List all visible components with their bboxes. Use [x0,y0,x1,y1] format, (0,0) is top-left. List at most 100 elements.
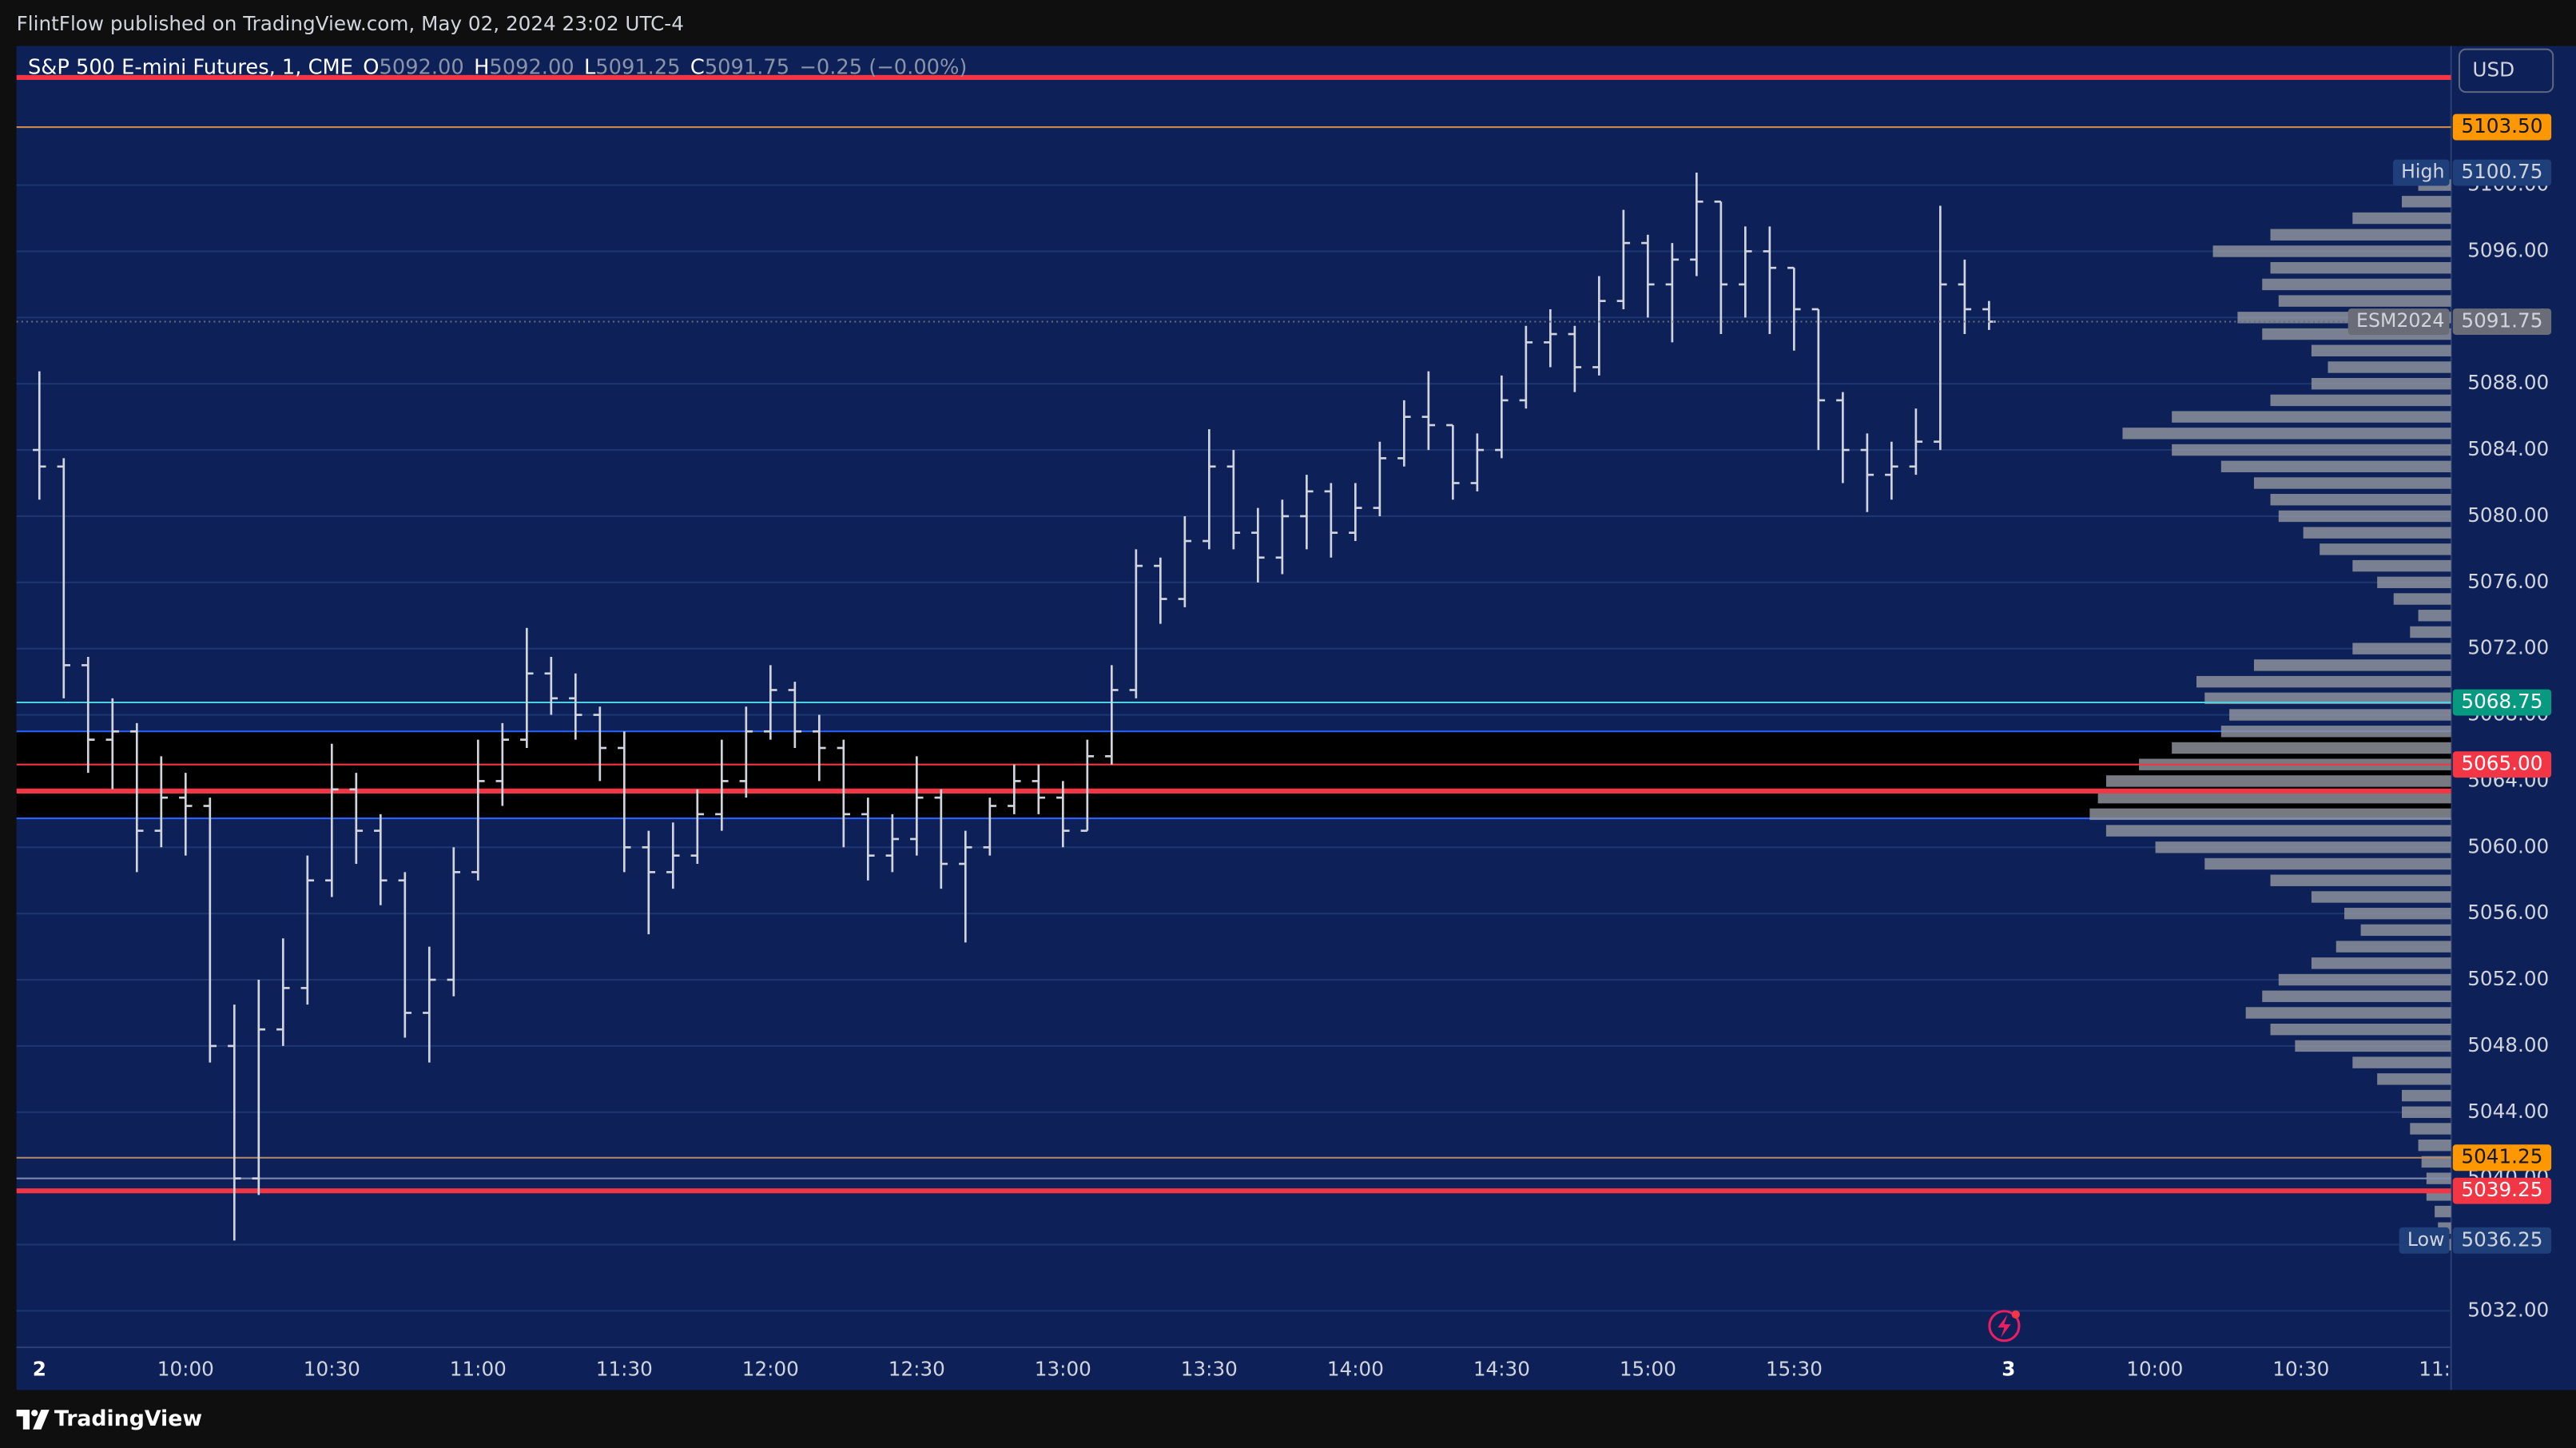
volume-profile-bar [2335,941,2451,953]
volume-profile-bar [2204,692,2451,705]
volume-profile-bar [2393,593,2451,605]
volume-profile-bar [2410,626,2451,638]
publisher: FlintFlow published on TradingView.com, … [17,12,684,35]
volume-profile-bar [2270,229,2451,241]
y-tick-label: 5056.00 [2467,901,2549,924]
volume-profile-bar [2311,891,2451,903]
y-tick-label: 5076.00 [2467,570,2549,593]
x-tick-label: 10:30 [2272,1358,2329,1381]
x-tick-label: 10:00 [2126,1358,2183,1381]
level-label: 5068.75 [2461,690,2542,713]
legend-key: O [363,55,379,79]
volume-profile-bar [2344,907,2451,920]
y-tick-label: 5080.00 [2467,503,2549,527]
y-tick-label: 5072.00 [2467,636,2549,659]
legend-value: 5092.00 [489,55,574,79]
legend-key: L [584,55,596,79]
x-tick-label: 14:30 [1473,1358,1530,1381]
volume-profile-bar [2402,196,2451,208]
y-tick-label: 5060.00 [2467,834,2549,857]
volume-profile-bar [2352,212,2451,225]
level-label: 5065.00 [2461,752,2542,775]
y-tick-label: 5032.00 [2467,1298,2549,1321]
volume-profile-bar [2270,874,2451,886]
zone [16,731,2451,819]
x-tick-label: 11:30 [596,1358,653,1381]
volume-profile-bar [2311,378,2451,390]
volume-profile-bar [2155,841,2451,853]
volume-profile-bar [2097,791,2451,804]
volume-profile-bar [2172,742,2451,754]
volume-profile-bar [2270,1023,2451,1036]
volume-profile-bar [2089,808,2451,821]
x-tick-label: 15:30 [1766,1358,1823,1381]
marker-name-badge [2347,308,2450,335]
y-tick-label: 5044.00 [2467,1100,2549,1123]
volume-profile-bar [2418,610,2451,622]
x-tick-label: 14:00 [1327,1358,1384,1381]
legend-change: −0.25 (−0.00%) [799,55,967,79]
volume-profile-bar [2352,1056,2451,1068]
volume-profile-bar [2352,559,2451,572]
marker-label: 5100.75 [2461,160,2542,183]
currency[interactable]: USD [2472,58,2514,81]
volume-profile-bar [2418,1140,2451,1152]
volume-profile-bar [2328,361,2451,373]
x-tick-label: 15:00 [1620,1358,1676,1381]
level-label: 5039.25 [2461,1178,2542,1201]
volume-profile-bar [2435,1205,2451,1218]
marker-name: High [2401,161,2444,183]
y-tick-label: 5096.00 [2467,238,2549,261]
volume-profile-bar [2360,924,2451,937]
volume-profile-bar [2105,825,2451,837]
volume-profile-bar [2278,295,2451,307]
x-tick-label: 11:00 [2419,1358,2475,1381]
y-tick-label: 5052.00 [2467,967,2549,990]
level-badge [2452,689,2552,716]
volume-profile-bar [2270,494,2451,506]
volume-profile-bar [2220,460,2451,472]
volume-profile-bar [2295,1040,2451,1052]
volume-profile-bar [2410,1123,2451,1135]
brand-logo [16,1410,50,1430]
x-tick-label: 13:00 [1035,1358,1091,1381]
volume-profile-bar [2278,973,2451,986]
level-label: 5103.50 [2461,114,2542,137]
alert-icon[interactable] [1988,1310,2021,1343]
y-tick-label: 5048.00 [2467,1033,2549,1056]
x-tick-label: 12:30 [888,1358,945,1381]
volume-profile-bar [2253,659,2451,671]
marker-badge [2452,308,2552,335]
level-badge [2452,113,2552,141]
volume-profile-bar [2270,394,2451,407]
legend-value: 5091.75 [705,55,789,79]
x-tick-label: 13:30 [1181,1358,1238,1381]
level-badge [2452,751,2552,778]
x-tick-label: 3 [2002,1358,2015,1381]
volume-profile-bar [2402,1089,2451,1102]
volume-profile-bar [2212,245,2451,257]
x-tick-label: 12:00 [742,1358,799,1381]
volume-profile-bar [2352,642,2451,654]
volume-profile-bar [2421,1156,2451,1168]
volume-profile-bar [2172,444,2451,456]
marker-badge [2452,1227,2552,1254]
x-tick-label: 11:00 [450,1358,507,1381]
marker-name: Low [2407,1228,2445,1251]
volume-profile-bar [2402,1106,2451,1118]
y-tick-label: 5084.00 [2467,437,2549,460]
y-tick-label: 5088.00 [2467,371,2549,394]
axes: 5032.005036.005040.005044.005048.005052.… [33,113,2552,1381]
chart-background [16,46,2576,1390]
level-badge [2452,1177,2552,1204]
volume-profile-bar [2196,675,2451,688]
volume-profile-bar [2377,576,2451,589]
volume-profile-bar [2105,775,2451,787]
x-tick-label: 10:30 [304,1358,360,1381]
legend: S&P 500 E-mini Futures, 1, CME O5092.00 H5… [28,55,967,79]
currency-button[interactable] [2458,48,2554,93]
legend-key: H [474,55,489,79]
marker-label: 5036.25 [2461,1227,2542,1251]
volume-profile-bar [2311,957,2451,969]
volume-profile-bar [2172,411,2451,423]
